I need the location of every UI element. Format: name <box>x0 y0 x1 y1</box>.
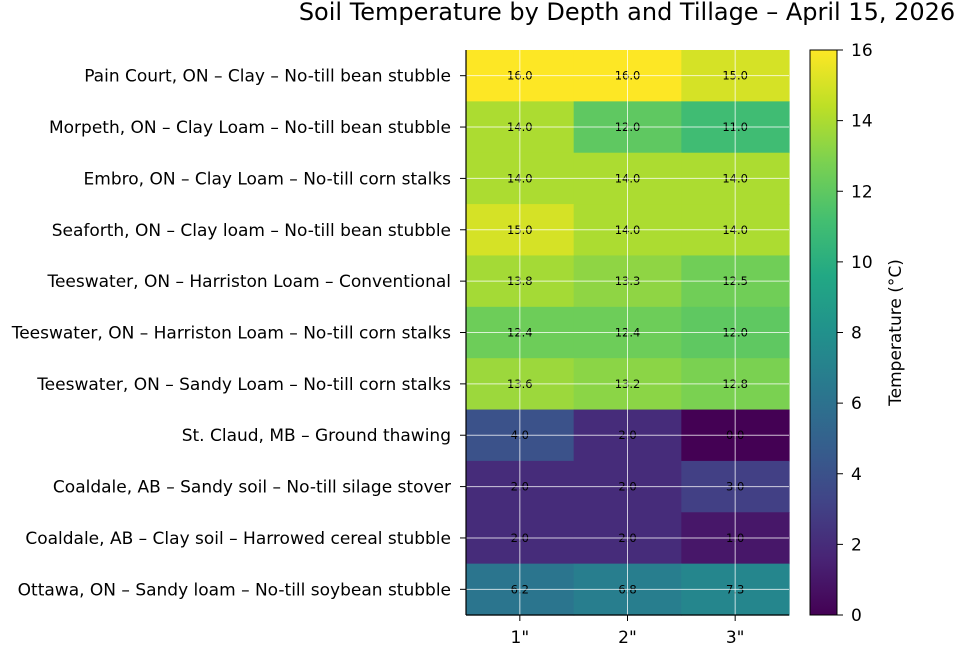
colorbar-tick-label: 2 <box>851 535 862 555</box>
x-tick-label: 2" <box>618 628 637 648</box>
colorbar-label: Temperature (°C) <box>886 259 906 407</box>
colorbar-tick-label: 8 <box>851 324 862 344</box>
colorbar-tick-label: 10 <box>851 253 873 273</box>
y-axis-labels: Pain Court, ON – Clay – No-till bean stu… <box>11 67 466 600</box>
y-tick-label: St. Claud, MB – Ground thawing <box>182 426 451 446</box>
colorbar: 0 2 4 6 8 10 12 14 16 Temperature (°C) <box>809 41 906 626</box>
y-tick-label: Coaldale, AB – Sandy soil – No-till sila… <box>53 478 451 498</box>
colorbar-tick-label: 0 <box>851 606 862 626</box>
heatmap-axes <box>465 50 789 616</box>
colorbar-tick-label: 16 <box>851 41 873 61</box>
colorbar-gradient <box>809 49 838 616</box>
y-tick-label: Ottawa, ON – Sandy loam – No-till soybea… <box>18 580 451 600</box>
y-tick-label: Teeswater, ON – Sandy Loam – No-till cor… <box>36 375 451 395</box>
y-tick-label: Teeswater, ON – Harriston Loam – Convent… <box>46 272 451 292</box>
y-tick-label: Teeswater, ON – Harriston Loam – No-till… <box>11 324 451 344</box>
colorbar-tick-label: 6 <box>851 394 862 414</box>
colorbar-tick-label: 14 <box>851 112 873 132</box>
y-tick-label: Seaforth, ON – Clay loam – No-till bean … <box>52 221 451 241</box>
heatmap-grid <box>466 50 789 615</box>
colorbar-tick-label: 12 <box>851 182 873 202</box>
colorbar-tick-label: 4 <box>851 465 862 485</box>
y-tick-label: Pain Court, ON – Clay – No-till bean stu… <box>84 67 451 87</box>
y-tick-label: Embro, ON – Clay Loam – No-till corn sta… <box>84 169 452 189</box>
x-axis-labels: 1" 2" 3" <box>511 615 745 648</box>
x-tick-label: 3" <box>726 628 745 648</box>
chart-title: Soil Temperature by Depth and Tillage – … <box>299 0 955 26</box>
y-tick-label: Coaldale, AB – Clay soil – Harrowed cere… <box>25 529 451 549</box>
x-tick-label: 1" <box>511 628 530 648</box>
y-tick-label: Morpeth, ON – Clay Loam – No-till bean s… <box>49 118 451 138</box>
